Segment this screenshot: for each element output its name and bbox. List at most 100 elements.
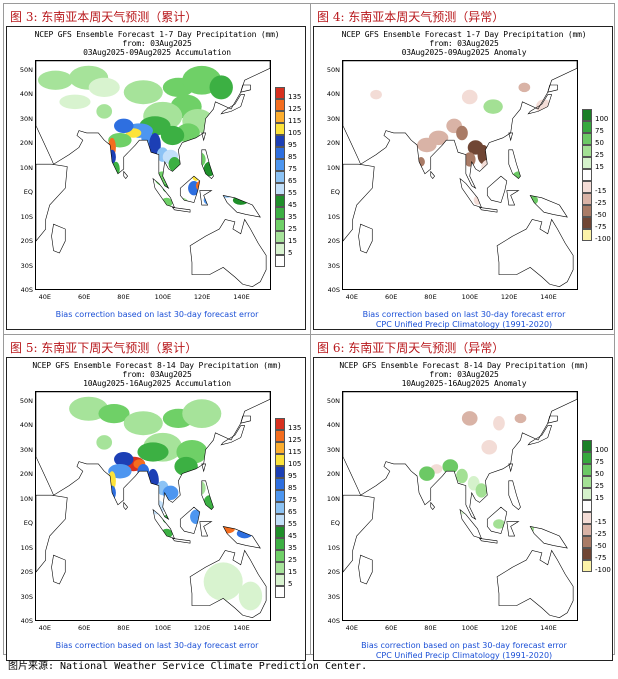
latitude-label: EQ (330, 188, 340, 197)
legend-entry: 75 (582, 121, 612, 135)
coastline (508, 132, 514, 142)
legend-value: 95 (288, 472, 297, 480)
legend-swatch (275, 147, 285, 159)
legend-entry: 25 (582, 476, 612, 490)
coastline (547, 84, 558, 93)
legend-value: 55 (288, 189, 297, 197)
legend-entry: 15 (275, 231, 305, 245)
legend-entry: -75 (582, 217, 612, 231)
legend-value: 45 (288, 201, 297, 209)
longitude-label: 120E (193, 624, 211, 632)
legend-entry: -25 (582, 524, 612, 538)
coastline (430, 501, 435, 511)
legend-entry: 35 (275, 207, 305, 221)
legend-entry: 35 (275, 538, 305, 552)
legend-value: 50 (595, 139, 604, 147)
legend-value: 75 (595, 458, 604, 466)
latitude-label: 30N (326, 445, 340, 454)
legend-entry: 125 (275, 99, 305, 113)
legend-swatch (275, 478, 285, 490)
precip-blob (473, 195, 482, 205)
legend-swatch (275, 466, 285, 478)
precip-blob (518, 82, 531, 93)
precip-blob (493, 415, 505, 431)
legend-swatch (582, 476, 592, 488)
legend-swatch (275, 183, 285, 195)
legend-value: 75 (288, 496, 297, 504)
legend-entry (582, 169, 612, 181)
coastline (343, 163, 375, 242)
precip-blob (205, 130, 230, 150)
coastline (486, 175, 508, 203)
precip-blob (246, 480, 267, 501)
coastline (171, 207, 191, 213)
coastline (199, 190, 213, 206)
precip-blob (481, 159, 498, 174)
bias-correction-note: Bias correction based on past 30-day for… (361, 641, 567, 650)
precip-blob (98, 403, 130, 424)
legend-value: 65 (288, 177, 297, 185)
coastline (343, 392, 577, 520)
precip-blob (215, 456, 239, 477)
legend-entry: 25 (275, 219, 305, 233)
legend-entry: 100 (582, 440, 612, 454)
longitude-label: 140E (540, 624, 557, 632)
panel-issue-date: from: 03Aug2025 (122, 370, 192, 379)
coastline (51, 554, 66, 585)
precip-blob (209, 526, 222, 536)
legend-value: 75 (288, 165, 297, 173)
map-svg (343, 61, 577, 287)
legend-swatch (582, 560, 592, 572)
latitude-label: EQ (23, 519, 33, 528)
legend-entry: 65 (275, 171, 305, 185)
panel-title: NCEP GFS Ensemble Forecast 8-14 Day Prec… (339, 361, 589, 370)
latitude-label: 50N (19, 397, 33, 405)
precip-blob (389, 140, 402, 150)
bias-correction-note: Bias correction based on last 30-day for… (362, 310, 566, 319)
precip-blob (178, 492, 194, 508)
legend-value: 115 (288, 117, 302, 125)
legend-entry: 125 (275, 430, 305, 444)
legend-value: 85 (288, 153, 297, 161)
longitude-label: 100E (154, 624, 172, 632)
legend-value: 55 (288, 520, 297, 528)
latitude-label: 20S (327, 237, 340, 246)
precip-blob (154, 171, 171, 186)
precip-blob (512, 171, 525, 181)
legend-swatch (582, 464, 592, 476)
latitude-label: 30S (327, 261, 340, 270)
cell-week2-anomaly: 图 6: 东南亚下周天气预测（异常） NCEP GFS Ensemble Fore… (311, 335, 616, 664)
legend-swatch (275, 514, 285, 526)
precip-blob (176, 197, 189, 208)
longitude-label: 40E (345, 293, 359, 301)
legend-entry: 55 (275, 514, 305, 528)
coastline (222, 195, 261, 218)
legend-entry: 45 (275, 526, 305, 540)
legend-entry: 25 (582, 145, 612, 159)
legend-value: -50 (595, 211, 607, 219)
legend-swatch (275, 207, 285, 219)
legend-value: 105 (288, 129, 302, 137)
longitude-label: 40E (345, 624, 359, 632)
precip-blob (518, 128, 538, 143)
coastline (36, 61, 270, 189)
legend-value: -25 (595, 199, 607, 207)
legend-swatch (582, 169, 592, 181)
legend-entry: -75 (582, 548, 612, 562)
precip-blob (250, 120, 270, 141)
legend-value: 105 (288, 460, 302, 468)
panel-title: NCEP GFS Ensemble Forecast 1-7 Day Preci… (341, 30, 587, 39)
precip-blob (477, 144, 490, 165)
legend-entry: 135 (275, 87, 305, 101)
legend-value: 50 (595, 470, 604, 478)
legend-swatch (275, 430, 285, 442)
horizontal-divider (4, 334, 614, 335)
latitude-label: 20N (326, 470, 340, 479)
color-legend: 135 125 115 105 95 85 75 65 55 45 35 25 15 5 (275, 418, 305, 598)
coastline (201, 463, 207, 473)
coastline (430, 170, 435, 180)
latitude-label: 20N (19, 470, 33, 479)
legend-value: 15 (595, 163, 604, 171)
vertical-divider (310, 4, 311, 654)
latitude-label: 20S (20, 237, 33, 246)
